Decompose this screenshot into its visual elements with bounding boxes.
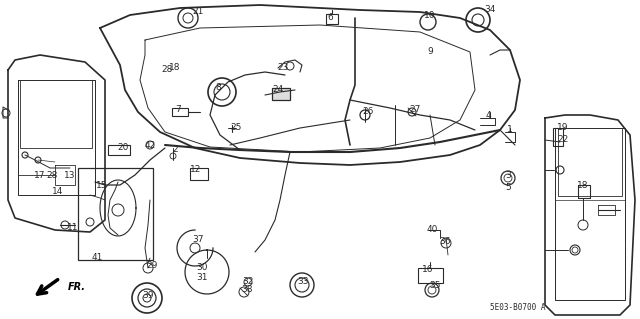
Text: 40: 40 <box>426 226 438 234</box>
Text: 26: 26 <box>362 108 374 116</box>
Text: 37: 37 <box>192 235 204 244</box>
Text: 10: 10 <box>424 11 436 19</box>
Bar <box>418 268 443 283</box>
Text: 33: 33 <box>297 278 308 286</box>
Text: 30: 30 <box>196 263 208 272</box>
Text: 14: 14 <box>52 188 64 197</box>
Text: 36: 36 <box>439 238 451 247</box>
Text: 9: 9 <box>427 48 433 56</box>
Text: 5: 5 <box>505 183 511 192</box>
Text: 28: 28 <box>46 170 58 180</box>
Text: 8: 8 <box>215 84 221 93</box>
Bar <box>326 14 338 24</box>
Text: 15: 15 <box>96 181 108 189</box>
Text: 3: 3 <box>505 170 511 180</box>
Bar <box>553 128 563 146</box>
Text: 13: 13 <box>64 170 76 180</box>
Text: 23: 23 <box>277 63 289 72</box>
Text: 27: 27 <box>410 106 420 115</box>
Bar <box>108 145 130 155</box>
Text: 1: 1 <box>507 125 513 135</box>
Text: 42: 42 <box>145 140 156 150</box>
Bar <box>78 168 153 260</box>
Text: 2: 2 <box>172 145 178 154</box>
Text: 21: 21 <box>192 8 204 17</box>
Text: 18: 18 <box>169 63 180 72</box>
Bar <box>272 88 290 100</box>
Text: 31: 31 <box>196 273 208 283</box>
Text: 19: 19 <box>557 123 569 132</box>
Text: 22: 22 <box>557 136 568 145</box>
Text: 39: 39 <box>142 291 154 300</box>
Text: 20: 20 <box>117 144 129 152</box>
Text: 12: 12 <box>190 166 202 174</box>
Text: 17: 17 <box>35 170 45 180</box>
Text: 38: 38 <box>241 286 253 294</box>
Text: 28: 28 <box>161 65 173 75</box>
Bar <box>190 168 208 180</box>
Text: 32: 32 <box>243 278 253 286</box>
Text: 25: 25 <box>230 123 242 132</box>
Bar <box>172 108 188 116</box>
Text: 6: 6 <box>327 13 333 23</box>
Text: 18: 18 <box>577 181 589 189</box>
Text: 41: 41 <box>92 254 102 263</box>
Text: 16: 16 <box>422 265 434 275</box>
Text: 7: 7 <box>175 106 181 115</box>
Text: 34: 34 <box>484 5 496 14</box>
Text: 5E03-B0700 A: 5E03-B0700 A <box>490 303 545 312</box>
Text: 4: 4 <box>485 110 491 120</box>
Text: 29: 29 <box>147 261 157 270</box>
Text: 24: 24 <box>273 85 284 94</box>
Text: FR.: FR. <box>68 282 86 292</box>
Text: 11: 11 <box>67 224 79 233</box>
Text: 35: 35 <box>429 280 441 290</box>
